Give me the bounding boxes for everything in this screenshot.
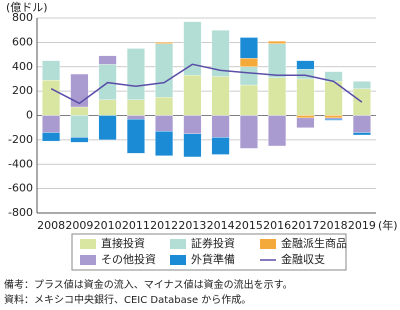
bar-segment xyxy=(239,66,258,86)
x-tick-label: 2009 xyxy=(65,219,93,232)
bar-segment xyxy=(296,78,315,116)
bar-segment xyxy=(155,42,174,44)
bar-segment xyxy=(183,75,202,116)
x-tick-label: 2015 xyxy=(235,219,263,232)
bar-segment xyxy=(42,80,61,116)
bar-segment xyxy=(296,60,315,70)
y-tick-label: -600 xyxy=(8,182,33,195)
bar-segment xyxy=(352,115,371,133)
y-tick-label: 400 xyxy=(12,60,33,73)
x-tick-label: 2018 xyxy=(320,219,348,232)
bar-segment xyxy=(239,84,258,116)
bar-segment xyxy=(155,115,174,132)
y-tick-label: -200 xyxy=(8,133,33,146)
bar-segment xyxy=(324,119,343,121)
bar-segment xyxy=(155,131,174,156)
bar-segment xyxy=(268,77,287,116)
y-tick-label: 800 xyxy=(12,11,33,24)
bar-segment xyxy=(296,117,315,128)
y-tick-label: -800 xyxy=(8,206,33,219)
bar-segment xyxy=(239,37,258,59)
bar-segment xyxy=(239,115,258,149)
bar-segment xyxy=(98,115,117,141)
bar-segment xyxy=(183,133,202,158)
x-axis-label: (年) xyxy=(378,218,398,232)
bar-segment xyxy=(126,99,145,116)
y-tick-label: 0 xyxy=(26,109,33,122)
bar-segment xyxy=(352,132,371,136)
bar-segment xyxy=(126,48,145,100)
y-tick-label: 200 xyxy=(12,84,33,97)
legend-swatch xyxy=(80,255,96,265)
bar-segment xyxy=(98,55,117,65)
y-tick-label: 600 xyxy=(12,35,33,48)
bar-segment xyxy=(70,73,89,108)
source: 資料：メキシコ中央銀行、CEIC Database から作成。 xyxy=(4,293,251,306)
bar-segment xyxy=(70,137,89,143)
legend-label: 直接投資 xyxy=(101,236,145,250)
y-tick-label: -400 xyxy=(8,157,33,170)
bar-segment xyxy=(296,115,315,119)
x-tick-label: 2013 xyxy=(178,219,206,232)
x-tick-label: 2008 xyxy=(37,219,65,232)
bar-segment xyxy=(42,132,61,142)
legend-swatch xyxy=(80,239,96,249)
bar-segment xyxy=(211,137,230,155)
legend-label: 金融派生商品 xyxy=(281,236,347,250)
bar-segment xyxy=(211,115,230,138)
legend-label: 証券投資 xyxy=(191,236,235,250)
bar-segment xyxy=(70,115,89,138)
bar-segment xyxy=(268,41,287,44)
bar-segment xyxy=(155,97,174,116)
x-tick-label: 2011 xyxy=(122,219,150,232)
line xyxy=(50,63,363,105)
legend-label: 金融収支 xyxy=(281,252,325,266)
bar-segment xyxy=(70,106,89,116)
bar-segment xyxy=(183,21,202,76)
x-tick-label: 2014 xyxy=(207,219,235,232)
legend-label: その他投資 xyxy=(101,252,156,266)
bar-segment xyxy=(155,43,174,98)
legend-swatch xyxy=(260,239,276,249)
bar-segment xyxy=(296,69,315,80)
x-tick-label: 2010 xyxy=(94,219,122,232)
bar-segment xyxy=(42,60,61,81)
x-tick-label: 2017 xyxy=(291,219,319,232)
y-axis-label: (億ドル) xyxy=(6,1,48,14)
note: 備考：プラス値は資金の流入、マイナス値は資金の流出を示す。 xyxy=(4,278,293,291)
bar-segment xyxy=(324,117,343,120)
bar-segment xyxy=(183,115,202,134)
legend-box xyxy=(71,233,347,271)
bar-segment xyxy=(352,81,371,89)
bar-segment xyxy=(268,43,287,78)
legend-label: 外貨準備 xyxy=(191,252,235,266)
x-tick-label: 2019 xyxy=(348,219,376,232)
bar-segment xyxy=(126,119,145,154)
bar-segment xyxy=(211,76,230,116)
bar-segment xyxy=(268,115,287,147)
bar-segment xyxy=(42,115,61,133)
legend-swatch xyxy=(170,239,186,249)
legend-swatch xyxy=(170,255,186,265)
bar-segment xyxy=(324,115,343,119)
x-tick-label: 2016 xyxy=(263,219,291,232)
bar-segment xyxy=(126,115,145,120)
x-tick-label: 2012 xyxy=(150,219,178,232)
bar-segment xyxy=(98,99,117,116)
bar-segment xyxy=(211,30,230,77)
bar-segment xyxy=(239,58,258,67)
